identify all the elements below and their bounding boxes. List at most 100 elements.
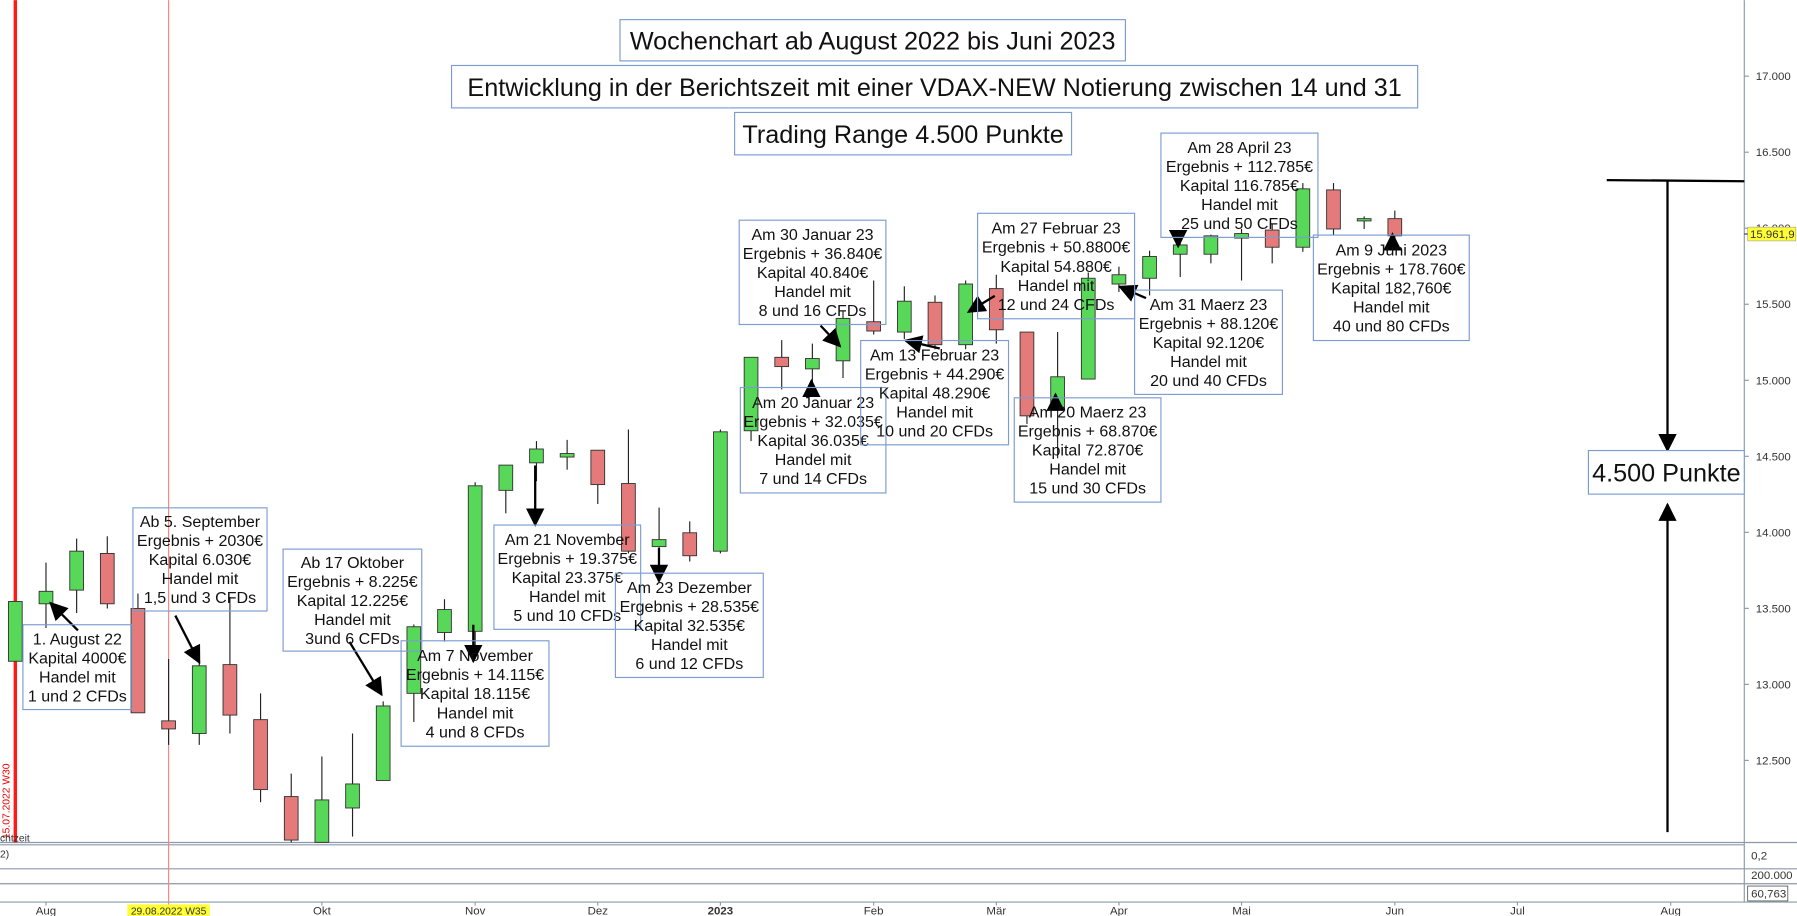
annotation-text: Ab 17 Oktober xyxy=(301,554,405,572)
candle-body xyxy=(1264,229,1280,248)
annotation-text: Ergebnis + 2030€ xyxy=(137,532,263,550)
annotation-text: Am 9 Juni 2023 xyxy=(1336,241,1447,259)
annotation-text: 3und 6 CFDs xyxy=(305,630,399,648)
candle-body xyxy=(988,288,1004,331)
annotation-text: Kapital 40.840€ xyxy=(757,264,869,282)
candle-body xyxy=(406,626,422,694)
x-tick-label: Okt xyxy=(313,906,332,916)
annotation-text: Ergebnis + 14.115€ xyxy=(406,666,544,684)
candle-body xyxy=(1172,244,1188,255)
annotation-box xyxy=(400,640,550,747)
annotation-text: Am 28 April 23 xyxy=(1187,139,1291,157)
annotation-text: Ergebnis + 28.535€ xyxy=(620,598,760,616)
marker-label-bg xyxy=(127,904,210,916)
candle-body xyxy=(1203,235,1219,255)
annotation-text: Am 21 November xyxy=(505,531,630,549)
candle-body xyxy=(774,356,790,368)
marker-label: 29.08.2022 W35 xyxy=(131,907,207,916)
annotation-text: Am 31 Maerz 23 xyxy=(1150,296,1268,314)
annotation-text: Handel mit xyxy=(1353,299,1430,317)
annotation-text: 10 und 20 CFDs xyxy=(876,422,993,440)
annotation-text: 4 und 8 CFDs xyxy=(426,723,525,741)
annotation-text: Handel mit xyxy=(162,570,239,588)
annotation-text: Kapital 92.120€ xyxy=(1153,334,1265,352)
annotation-text: Handel mit xyxy=(651,636,728,654)
annotation-text: Kapital 6.030€ xyxy=(149,551,252,569)
annotation-text: Ergebnis + 88.120€ xyxy=(1139,315,1279,333)
annotation-text: Handel mit xyxy=(39,668,116,686)
annotation-text: 7 und 14 CFDs xyxy=(759,470,867,488)
annotation-text: Kapital 72.870€ xyxy=(1032,442,1144,460)
annotation-text: Ergebnis + 112.785€ xyxy=(1166,158,1313,176)
annotation-text: 5 und 10 CFDs xyxy=(513,607,621,625)
y-tick-label: 16.500 xyxy=(1756,147,1791,159)
x-tick-label: Feb xyxy=(864,906,884,916)
annotation-box xyxy=(739,386,887,494)
candle-body xyxy=(375,705,391,781)
annotation-text: Kapital 48.290€ xyxy=(879,384,991,402)
candle-body xyxy=(1080,277,1096,380)
annotation-text: Handel mit xyxy=(775,451,852,469)
annotation-text: Am 27 Februar 23 xyxy=(991,220,1120,238)
annotation-text: Kapital 12.225€ xyxy=(297,592,409,610)
y-tick-label: 15.500 xyxy=(1756,299,1791,311)
annotation-text: Ergebnis + 36.840€ xyxy=(743,245,883,263)
candle-body xyxy=(7,601,23,662)
annotation-text: Am 20 Januar 23 xyxy=(752,394,874,412)
candle-body xyxy=(743,356,759,432)
annotation-text: Ergebnis + 32.035€ xyxy=(743,413,883,431)
candle-body xyxy=(99,552,115,605)
annotation-text: Am 20 Maerz 23 xyxy=(1029,404,1147,422)
annotation-text: 6 und 12 CFDs xyxy=(635,655,743,673)
annotation-text: Handel mit xyxy=(1170,353,1247,371)
candle-body xyxy=(958,283,973,346)
annotation-text: Am 23 Dezember xyxy=(627,579,752,597)
candle-body xyxy=(498,464,514,491)
candle-body xyxy=(191,665,207,734)
candle-body xyxy=(927,301,943,346)
title-text: Wochenchart ab August 2022 bis Juni 2023 xyxy=(630,27,1116,55)
x-tick-label: Nov xyxy=(465,906,486,916)
annotation-box xyxy=(860,339,1010,446)
annotation-text: Handel mit xyxy=(437,704,514,722)
annotation-text: 1. August 22 xyxy=(33,630,122,648)
annotation-box xyxy=(738,219,887,326)
candle-body xyxy=(437,609,452,633)
annotation-box xyxy=(1134,289,1283,395)
title-box xyxy=(450,64,1419,109)
annotation-text: Kapital 23.375€ xyxy=(512,569,624,587)
candle-body xyxy=(283,796,299,841)
annotation-text: 25 und 50 CFDs xyxy=(1181,215,1298,233)
candle-body xyxy=(345,783,360,809)
annotation-text: Handel mit xyxy=(1201,196,1278,214)
candle-body xyxy=(590,449,606,486)
annotation-text: Handel mit xyxy=(774,283,851,301)
marker-label: 15.07.2022 W30 xyxy=(2,763,13,839)
candle-body xyxy=(467,485,483,632)
annotation-box xyxy=(22,624,133,711)
annotation-text: Kapital 4000€ xyxy=(28,649,126,667)
annotation-text: 1 und 2 CFDs xyxy=(28,687,127,705)
annotation-box xyxy=(282,548,423,652)
annotation-box xyxy=(1013,397,1162,503)
annotation-text: 1,5 und 3 CFDs xyxy=(144,589,256,607)
candle-body xyxy=(1387,218,1403,237)
annotation-text: Handel mit xyxy=(314,611,391,629)
title-box xyxy=(619,19,1126,62)
annotation-text: Am 13 Februar 23 xyxy=(870,346,999,364)
annotation-text: Ergebnis + 8.225€ xyxy=(287,573,418,591)
annotation-text: Ergebnis + 178.760€ xyxy=(1317,261,1465,279)
candle-body xyxy=(713,431,728,552)
y-tick-label: 13.000 xyxy=(1756,679,1791,691)
panel-label: chtzeit xyxy=(0,833,30,844)
candle-body xyxy=(866,321,882,332)
panel-label: 200.000 xyxy=(1751,870,1792,882)
x-tick-label: Dez xyxy=(588,906,609,916)
annotation-text: Handel mit xyxy=(1049,461,1126,479)
annotation-box xyxy=(132,507,268,612)
annotation-text: Kapital 182,760€ xyxy=(1331,280,1451,298)
candle-body xyxy=(1234,233,1249,239)
title-text: 4.500 Punkte xyxy=(1592,459,1741,487)
